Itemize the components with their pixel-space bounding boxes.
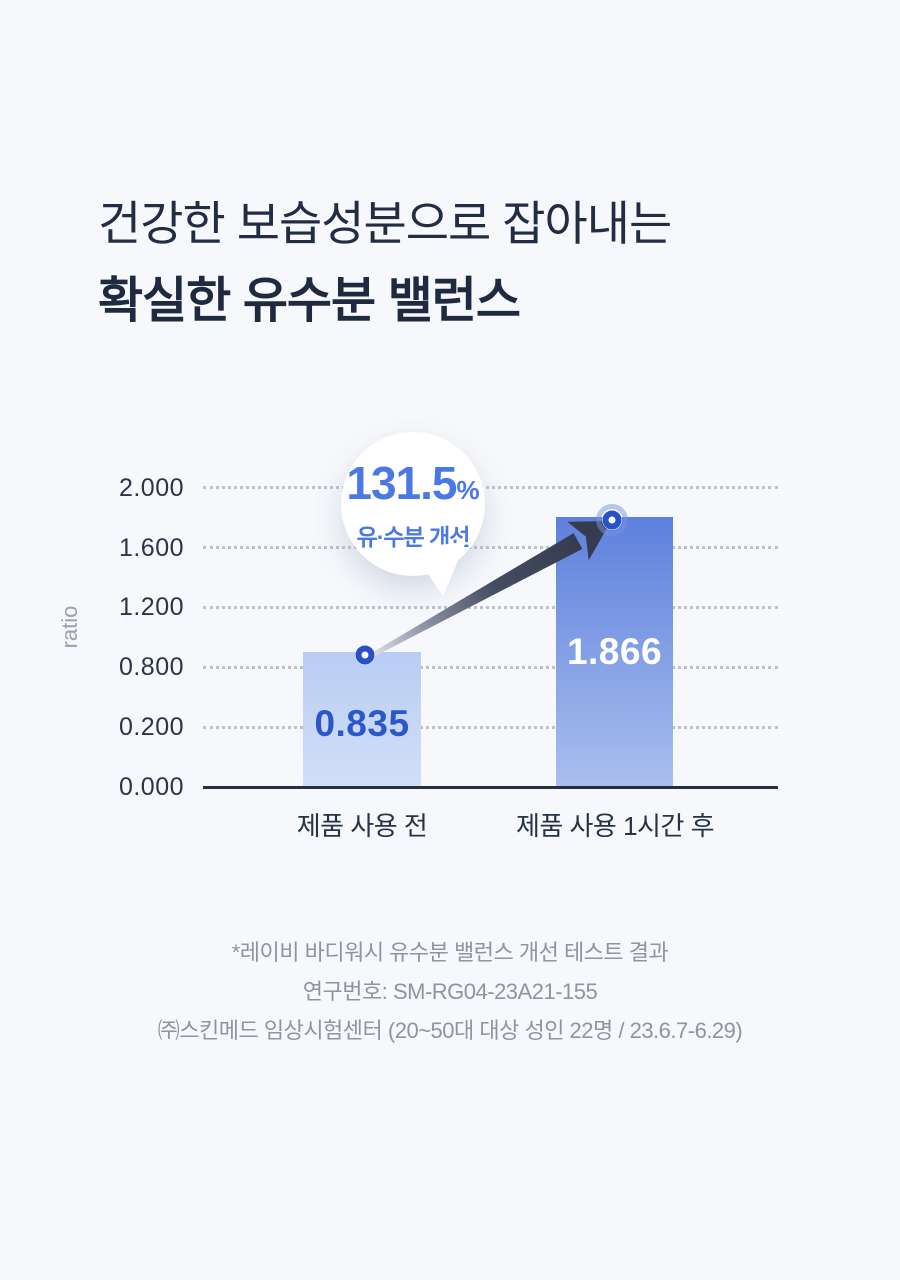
x-tick-after-use: 제품 사용 1시간 후 — [515, 811, 715, 841]
improvement-percent-value: 131.5 — [346, 456, 457, 509]
footnote-test-center: ㈜스킨메드 임상시험센터 (20~50대 대상 성인 22명 / 23.6.7-… — [157, 1018, 743, 1043]
bar-value-after: 1.866 — [566, 631, 663, 672]
x-axis-line — [203, 786, 778, 789]
y-tick-0800: 0.800 — [118, 653, 184, 681]
gridline-0200 — [203, 726, 778, 729]
gridline-1200 — [203, 606, 778, 609]
footnotes: *레이비 바디워시 유수분 밸런스 개선 테스트 결과 연구번호: SM-RG0… — [0, 941, 900, 1058]
page-title: 건강한 보습성분으로 잡아내는 확실한 유수분 밸런스 — [98, 196, 672, 330]
bar-value-before: 0.835 — [314, 703, 410, 744]
percent-sign: % — [456, 474, 480, 505]
gridline-0800 — [203, 666, 778, 669]
y-tick-0000: 0.000 — [118, 773, 184, 801]
title-line-1: 건강한 보습성분으로 잡아내는 — [98, 197, 672, 250]
footnote-study-number: 연구번호: SM-RG04-23A21-155 — [302, 979, 598, 1004]
improvement-callout-bubble: 131.5% 유·수분 개선 — [341, 432, 485, 576]
y-tick-0200: 0.200 — [118, 713, 184, 741]
improvement-label: 유·수분 개선 — [356, 523, 471, 550]
x-tick-before-use: 제품 사용 전 — [296, 811, 428, 841]
footnote-test-result: *레이비 바디워시 유수분 밸런스 개선 테스트 결과 — [231, 940, 669, 965]
gridline-2000 — [203, 486, 778, 489]
gridline-1600 — [203, 546, 778, 549]
y-tick-1200: 1.200 — [118, 593, 184, 621]
y-tick-2000: 2.000 — [118, 474, 184, 502]
improvement-percent: 131.5% — [346, 459, 479, 514]
bar-before-use — [303, 652, 421, 788]
y-tick-1600: 1.600 — [118, 534, 184, 562]
title-line-2: 확실한 유수분 밸런스 — [98, 274, 521, 328]
